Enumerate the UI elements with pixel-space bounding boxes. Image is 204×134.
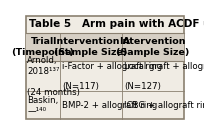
Text: Intervention A
(Sample Size): Intervention A (Sample Size) (53, 37, 130, 57)
Text: Intervention
(Sample Size): Intervention (Sample Size) (116, 37, 190, 57)
Text: Trial
(Timepoint): Trial (Timepoint) (11, 37, 74, 57)
Text: Local graft + allogra

(N=127): Local graft + allogra (N=127) (124, 62, 204, 91)
Text: ICBG + allograft ring: ICBG + allograft ring (124, 101, 204, 110)
Text: Table 5   Arm pain with ACDF using various osteogenic mat: Table 5 Arm pain with ACDF using various… (29, 19, 204, 29)
Text: BMP-2 + allograft ring: BMP-2 + allograft ring (62, 101, 157, 110)
Bar (60, 33, 122, 62)
Bar (26, 33, 60, 62)
Bar (122, 33, 184, 62)
Text: Arnold,
2018¹³⁷

(24 months): Arnold, 2018¹³⁷ (24 months) (27, 56, 80, 96)
Text: i-Factor + allograft ring

(N=117): i-Factor + allograft ring (N=117) (62, 62, 162, 91)
Text: Baskin,
—¹⁴⁰: Baskin, —¹⁴⁰ (27, 96, 59, 115)
